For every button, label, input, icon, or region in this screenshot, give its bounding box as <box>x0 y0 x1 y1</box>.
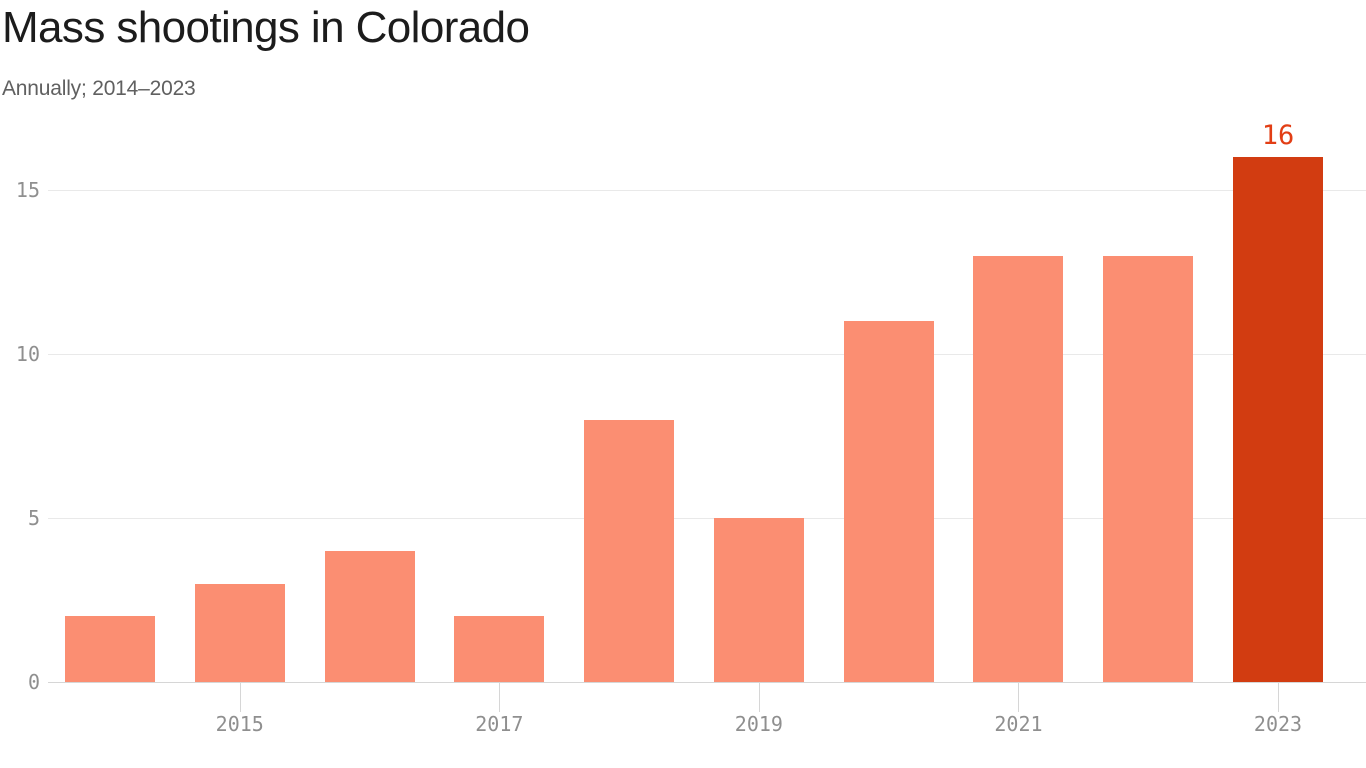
chart-subtitle: Annually; 2014–2023 <box>2 77 196 100</box>
x-axis-tick-2021 <box>1018 682 1020 712</box>
x-axis-tick-2015 <box>239 682 241 712</box>
value-label-2023: 16 <box>1261 120 1295 152</box>
x-axis-label-2015: 2015 <box>215 712 264 736</box>
bar-2014 <box>65 616 155 682</box>
bar-2023 <box>1233 157 1324 682</box>
gridline-15 <box>48 190 1366 191</box>
gridline-10 <box>48 354 1366 355</box>
gridline-5 <box>48 518 1366 519</box>
bar-2016 <box>324 550 415 682</box>
bar-2019 <box>713 518 804 682</box>
x-axis-tick-2017 <box>499 682 501 712</box>
x-axis-label-2017: 2017 <box>475 712 524 736</box>
x-axis-label-2019: 2019 <box>734 712 783 736</box>
x-axis-label-2021: 2021 <box>994 712 1043 736</box>
x-axis-label-2023: 2023 <box>1253 712 1303 736</box>
bar-2015 <box>194 583 285 682</box>
y-axis-label-10: 10 <box>15 342 40 366</box>
chart-title: Mass shootings in Colorado <box>2 3 530 52</box>
y-axis-label-5: 5 <box>27 506 40 530</box>
y-axis-label-0: 0 <box>27 670 40 694</box>
bar-2018 <box>584 419 675 682</box>
bar-2017 <box>454 616 545 682</box>
x-axis-tick-2023 <box>1278 682 1280 712</box>
bar-2021 <box>973 255 1064 682</box>
y-axis-label-15: 15 <box>15 178 40 202</box>
x-axis-tick-2019 <box>758 682 760 712</box>
bar-2022 <box>1103 255 1194 682</box>
bar-2020 <box>843 321 934 682</box>
x-axis-line <box>48 682 1366 683</box>
